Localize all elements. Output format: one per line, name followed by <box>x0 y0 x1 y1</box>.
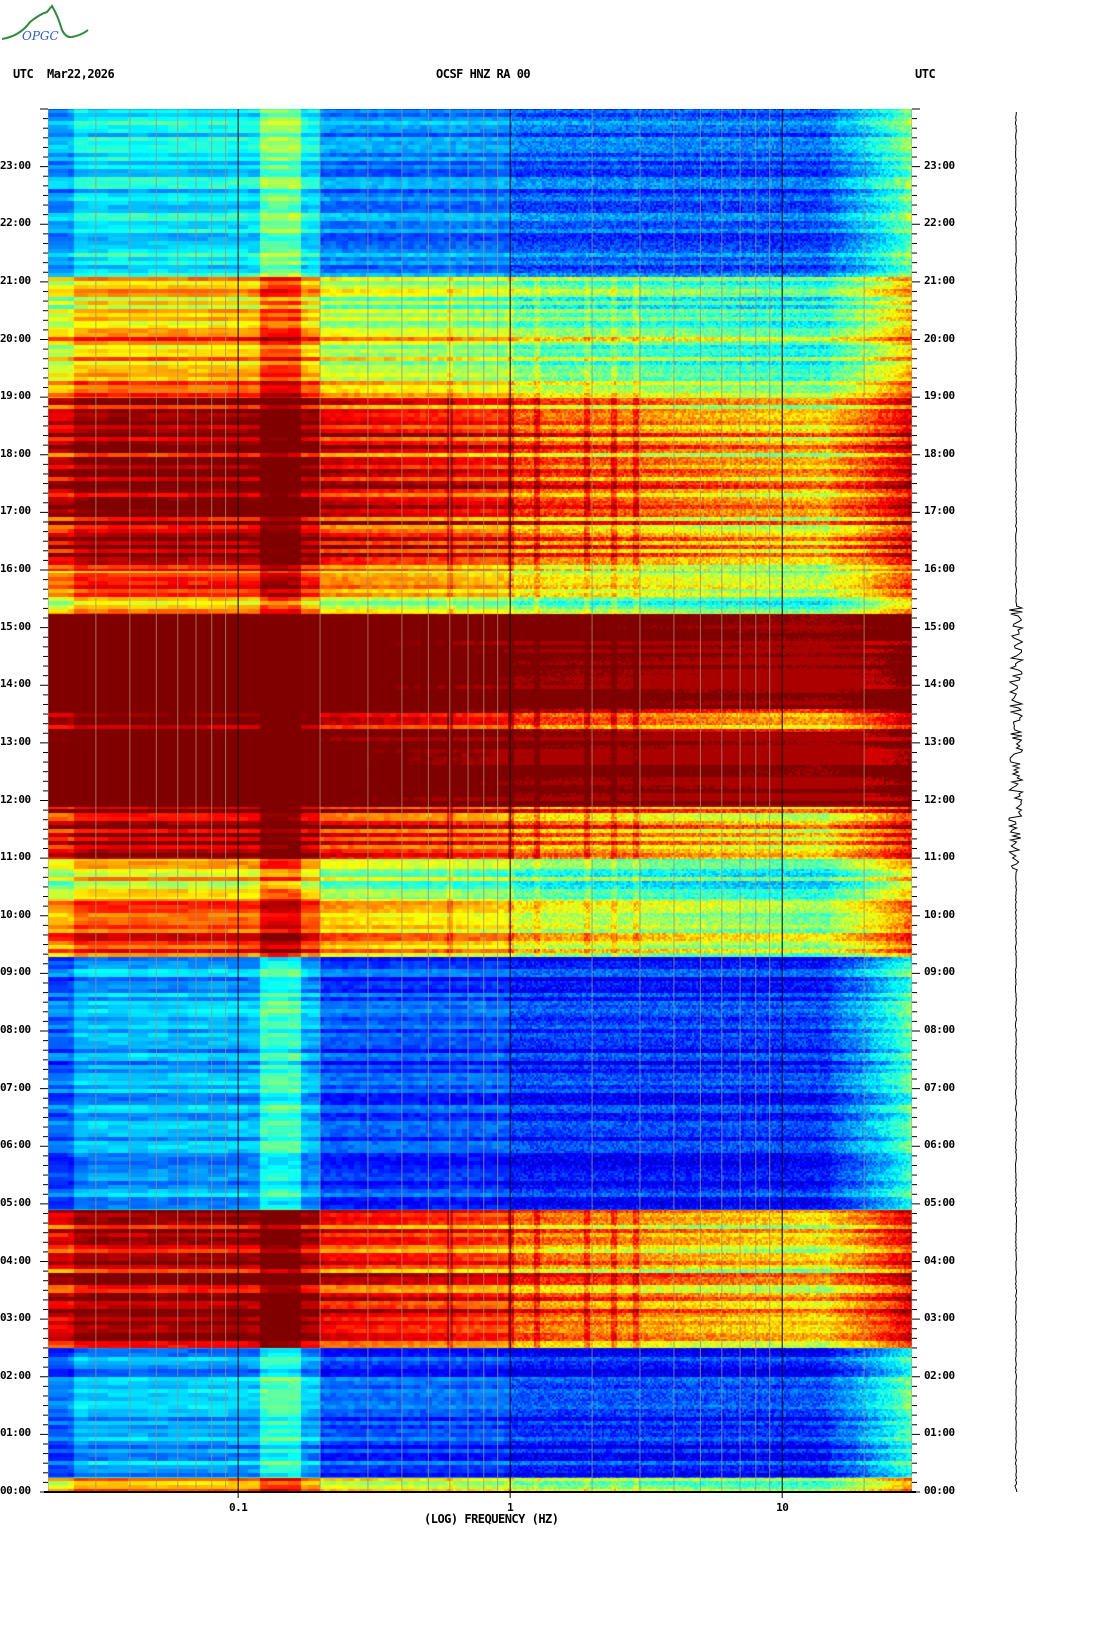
y-tick-label-right: 20:00 <box>924 331 955 345</box>
y-tick-label-left: 15:00 <box>0 619 31 633</box>
y-tick-label-left: 22:00 <box>0 216 31 230</box>
y-tick-label-left: 17:00 <box>0 504 31 518</box>
y-tick-label-left: 16:00 <box>0 562 31 575</box>
y-tick-label-left: 06:00 <box>0 1138 31 1152</box>
y-tick-label-right: 01:00 <box>924 1426 955 1440</box>
spectrogram-heatmap <box>48 109 912 1492</box>
y-tick-label-right: 06:00 <box>924 1138 955 1152</box>
y-tick-label-left: 00:00 <box>0 1484 31 1497</box>
y-tick-label-right: 07:00 <box>924 1080 955 1094</box>
y-tick-label-left: 10:00 <box>0 907 31 921</box>
y-tick-label-right: 09:00 <box>924 965 955 979</box>
y-tick-label-left: 09:00 <box>0 965 31 979</box>
y-tick-label-right: 04:00 <box>924 1253 955 1267</box>
y-tick-label-left: 03:00 <box>0 1311 31 1325</box>
y-tick-label-left: 14:00 <box>0 677 31 691</box>
seismogram-waveform <box>1007 112 1025 1493</box>
y-tick-label-left: 19:00 <box>0 389 31 403</box>
y-tick-label-right: 11:00 <box>924 850 955 864</box>
y-tick-label-left: 21:00 <box>0 273 31 287</box>
y-tick-label-left: 01:00 <box>0 1426 31 1440</box>
y-tick-label-right: 10:00 <box>924 907 955 921</box>
spectrogram-plot <box>48 109 912 1492</box>
y-tick-label-left: 07:00 <box>0 1080 31 1094</box>
x-tick-label: 10 <box>776 1501 789 1514</box>
frequency-gridlines <box>48 109 912 1492</box>
y-tick-label-right: 17:00 <box>924 504 955 518</box>
y-tick-label-right: 14:00 <box>924 677 955 691</box>
y-tick-label-right: 22:00 <box>924 216 955 230</box>
y-tick-label-right: 21:00 <box>924 273 955 287</box>
y-tick-label-left: 11:00 <box>0 850 31 864</box>
y-tick-label-right: 12:00 <box>924 792 955 806</box>
y-tick-label-right: 13:00 <box>924 734 955 748</box>
x-tick-label: 1 <box>507 1501 514 1514</box>
y-tick-label-left: 12:00 <box>0 792 31 806</box>
y-tick-label-right: 08:00 <box>924 1023 955 1036</box>
y-tick-label-right: 16:00 <box>924 562 955 575</box>
y-tick-label-right: 23:00 <box>924 158 955 172</box>
utc-label-right: UTC <box>915 67 936 81</box>
y-tick-label-right: 03:00 <box>924 1311 955 1325</box>
y-tick-label-right: 00:00 <box>924 1484 955 1497</box>
date-label: Mar22,2026 <box>47 67 115 81</box>
y-tick-label-left: 04:00 <box>0 1253 31 1267</box>
y-tick-label-left: 20:00 <box>0 331 31 345</box>
y-tick-label-left: 02:00 <box>0 1368 31 1382</box>
y-tick-label-left: 05:00 <box>0 1195 31 1209</box>
y-tick-label-left: 08:00 <box>0 1023 31 1036</box>
y-tick-label-left: 13:00 <box>0 734 31 748</box>
x-tick-label: 0.1 <box>228 1501 248 1514</box>
y-tick-label-right: 02:00 <box>924 1368 955 1382</box>
y-tick-label-right: 05:00 <box>924 1195 955 1209</box>
seismogram-trace <box>1007 112 1025 1493</box>
y-tick-label-right: 15:00 <box>924 619 955 633</box>
x-axis-label: (LOG) FREQUENCY (HZ) <box>424 1512 559 1526</box>
y-tick-label-left: 23:00 <box>0 158 31 172</box>
svg-text:OPGC: OPGC <box>22 29 59 43</box>
y-tick-label-right: 18:00 <box>924 446 955 460</box>
station-title: OCSF HNZ RA 00 <box>436 67 531 81</box>
y-tick-label-right: 19:00 <box>924 389 955 403</box>
y-tick-label-left: 18:00 <box>0 446 31 460</box>
utc-label-left: UTC <box>13 67 34 81</box>
opgc-logo: OPGC <box>1 4 89 43</box>
